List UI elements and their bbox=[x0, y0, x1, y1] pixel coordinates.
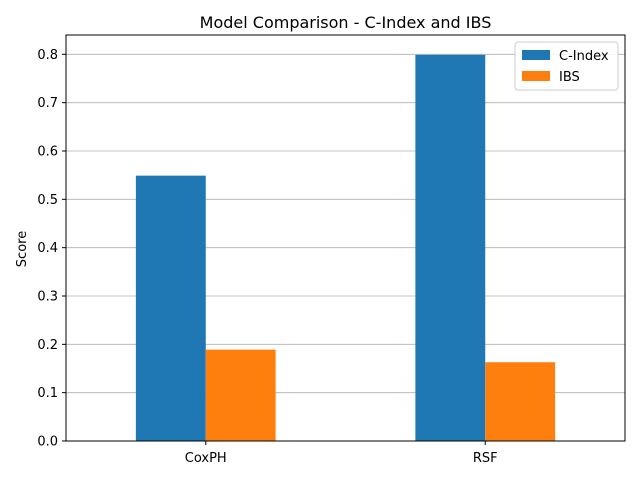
bars-layer bbox=[135, 54, 556, 442]
x-tick-label: CoxPH bbox=[185, 451, 227, 466]
y-tick-label: 0.1 bbox=[37, 386, 58, 401]
y-tick-label: 0.2 bbox=[37, 338, 58, 353]
y-tick-label: 0.7 bbox=[37, 96, 58, 111]
x-axis-ticks: CoxPH RSF bbox=[185, 441, 498, 466]
y-tick-label: 0.8 bbox=[37, 48, 58, 63]
y-tick-label: 0.0 bbox=[37, 435, 58, 450]
y-tick-label: 0.6 bbox=[37, 145, 58, 160]
y-tick-label: 0.4 bbox=[37, 241, 58, 256]
legend: C-Index IBS bbox=[514, 41, 619, 91]
y-axis-ticks: 0.0 0.1 0.2 0.3 0.4 0.5 0.6 0.7 0.8 bbox=[37, 48, 66, 450]
bar-c-index-rsf bbox=[415, 54, 486, 442]
legend-entry: C-Index bbox=[559, 49, 609, 64]
bar-ibs-rsf bbox=[485, 362, 556, 441]
bar-c-index-coxph bbox=[135, 175, 206, 441]
chart-title: Model Comparison - C-Index and IBS bbox=[200, 13, 492, 32]
y-tick-label: 0.3 bbox=[37, 290, 58, 305]
legend-entry: IBS bbox=[559, 70, 580, 85]
y-tick-label: 0.5 bbox=[37, 193, 58, 208]
legend-swatch bbox=[522, 71, 550, 81]
x-tick-label: RSF bbox=[473, 451, 498, 466]
y-axis-label: Score bbox=[15, 231, 30, 267]
plot-frame bbox=[65, 34, 626, 442]
bar-ibs-coxph bbox=[205, 349, 276, 441]
legend-swatch bbox=[522, 50, 550, 60]
